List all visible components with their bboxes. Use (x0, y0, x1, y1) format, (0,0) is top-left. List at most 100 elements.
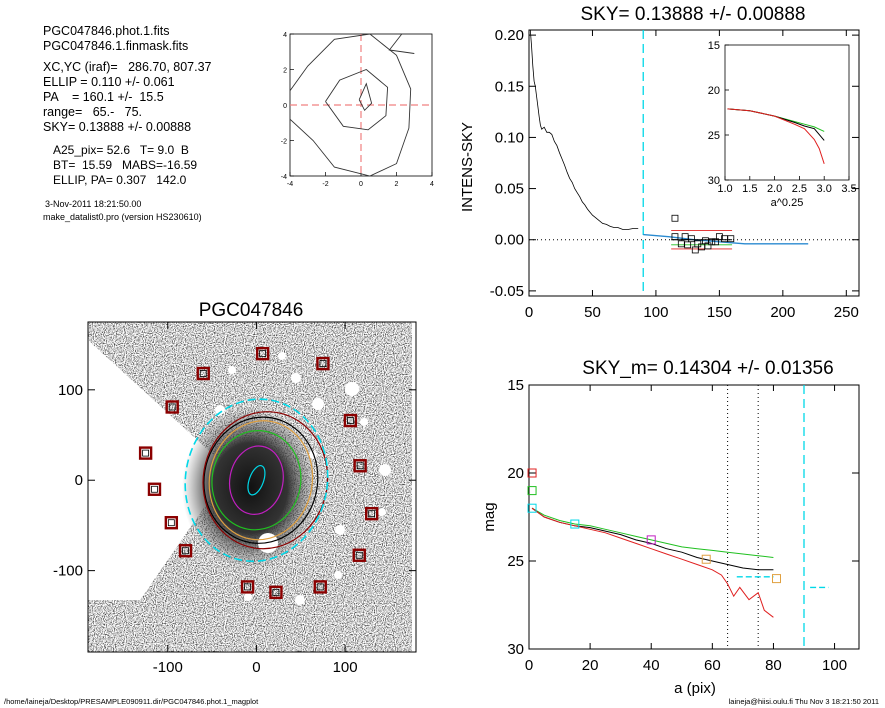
inset-xtick-label: 1.5 (742, 183, 757, 195)
sky-data-square (704, 242, 712, 250)
mask-square (313, 580, 327, 594)
mag-plot-frame (528, 384, 860, 650)
contour-ytick-label: 4 (283, 32, 287, 39)
contour-line (388, 33, 415, 54)
image-xtick-label: 0 (252, 659, 260, 676)
mask-square (240, 580, 255, 594)
mask-square-inner (199, 370, 207, 377)
info-center: XC,YC (iraf)= 286.70, 807.37 (43, 60, 212, 74)
mag-xtick-label: 60 (704, 657, 721, 674)
mag-marker-green (527, 486, 537, 496)
mag-marker-cyan (527, 503, 537, 513)
isophote-ellipse-cyan (184, 398, 329, 563)
contour-ytick-label: 0 (283, 103, 287, 110)
contour-xtick-label: 4 (430, 181, 434, 188)
mag-xtick-label: 0 (525, 657, 533, 674)
info-ellip: ELLIP = 0.110 +/- 0.061 (43, 75, 175, 89)
mask-square (343, 413, 358, 428)
mask-square (364, 506, 379, 521)
inset-xtick-label: 2.5 (792, 183, 807, 195)
sky-ytick-label: 0.10 (495, 129, 524, 146)
info-sky: SKY= 0.13888 +/- 0.00888 (43, 120, 192, 134)
inset-ytick-label: 30 (708, 175, 720, 187)
sky-data-square (712, 238, 719, 246)
mag-plot-xlabel: a (pix) (674, 680, 716, 697)
mag-marker-orange (701, 554, 711, 564)
sky-inset-frame (724, 44, 850, 181)
mag-plot-title: SKY_m= 0.14304 +/- 0.01356 (582, 358, 833, 379)
contour-ytick-label: 2 (283, 68, 287, 75)
image-ytick-label: 100 (58, 382, 83, 399)
info-maskname: PGC047846.1.finmask.fits (43, 39, 189, 53)
mask-square-inner (142, 449, 150, 457)
info-date: 3-Nov-2011 18:21:50.00 (45, 199, 142, 209)
mask-square-inner (356, 462, 364, 470)
sky-xtick-label: 50 (584, 304, 601, 321)
mag-xtick-label: 20 (582, 657, 599, 674)
image-xtick-label: 100 (333, 659, 358, 676)
sky-xtick-label: 250 (834, 304, 859, 321)
mask-square (147, 482, 162, 496)
info-ellip-pa: ELLIP, PA= 0.307 142.0 (53, 173, 187, 187)
sky-data-square (671, 214, 679, 222)
sky-xtick-label: 200 (770, 304, 795, 321)
isophote-ellipse-orange (208, 420, 314, 541)
sky-inset-xlabel: a^0.25 (771, 197, 804, 209)
image-xtick-label: -100 (153, 659, 183, 676)
sky-data-square (708, 238, 716, 246)
sky-data-square (684, 241, 692, 249)
mask-square-inner (368, 510, 376, 518)
info-range: range= 65.- 75. (43, 105, 143, 119)
contour-line (325, 68, 389, 131)
sky-data-square (691, 246, 699, 254)
sky-data-square (671, 233, 679, 241)
sky-xtick-label: 0 (525, 304, 533, 321)
contour-line (358, 82, 373, 112)
mag-series-red (531, 507, 774, 618)
info-filename: PGC047846.phot.1.fits (43, 24, 170, 38)
sky-xtick-label: 100 (643, 304, 668, 321)
sky-data-square (688, 235, 695, 243)
galaxy-image-title: PGC047846 (199, 300, 304, 321)
sky-plot-frame (528, 29, 860, 297)
mask-square-inner (151, 485, 158, 493)
mag-marker-cyan (570, 519, 580, 529)
mask-square-inner (259, 350, 267, 358)
sky-plot-ylabel: INTENS-SKY (459, 122, 476, 212)
isophote-ellipse-darkred (202, 411, 329, 550)
contour-xtick-label: 0 (359, 181, 363, 188)
mask-square-inner (355, 551, 363, 559)
mask-square-inner (272, 588, 280, 596)
mask-square (352, 548, 366, 562)
footer-user: laineja@hiisi.oulu.fi Thu Nov 3 18:21:50… (729, 697, 879, 706)
mag-ytick-label: 30 (507, 641, 524, 658)
inset-ytick-label: 15 (708, 40, 720, 52)
isophote-ellipse-magenta (228, 445, 284, 515)
sky-data-square (727, 235, 735, 243)
sky-profile-line (529, 29, 639, 230)
mag-ytick-label: 25 (507, 553, 524, 570)
mask-square-inner (244, 583, 251, 591)
mask-square (138, 446, 153, 460)
sky-ytick-label: 0.05 (495, 181, 524, 198)
mag-xtick-label: 100 (822, 657, 847, 674)
sky-ytick-label: -0.05 (490, 283, 524, 300)
info-a25: A25_pix= 52.6 T= 9.0 B (53, 143, 189, 157)
galaxy-image-plot: PGC047846 -100 0 100 -100 0 100 (53, 300, 417, 676)
sky-data-square (677, 240, 685, 248)
mask-square-inner (316, 583, 324, 591)
mask-square (316, 356, 330, 371)
sky-inset: a^0.25 1.0 1.5 2.0 2.5 3.0 3.5 15 20 25 30 (708, 40, 857, 209)
mask-square-inner (319, 360, 327, 367)
info-program: make_datalist0.pro (version HS230610) (43, 212, 202, 222)
mask-square-inner (168, 403, 176, 411)
sky-plot-title: SKY= 0.13888 +/- 0.00888 (580, 4, 805, 25)
mag-plot: SKY_m= 0.14304 +/- 0.01356 mag a (pix) 0… (481, 358, 860, 697)
mag-marker-orange (772, 574, 781, 584)
mag-plot-ylabel: mag (481, 502, 498, 531)
mask-square (269, 585, 283, 600)
contour-xtick-label: -2 (322, 181, 328, 188)
sky-ytick-label: 0.20 (495, 27, 524, 44)
mask-square (196, 366, 210, 381)
